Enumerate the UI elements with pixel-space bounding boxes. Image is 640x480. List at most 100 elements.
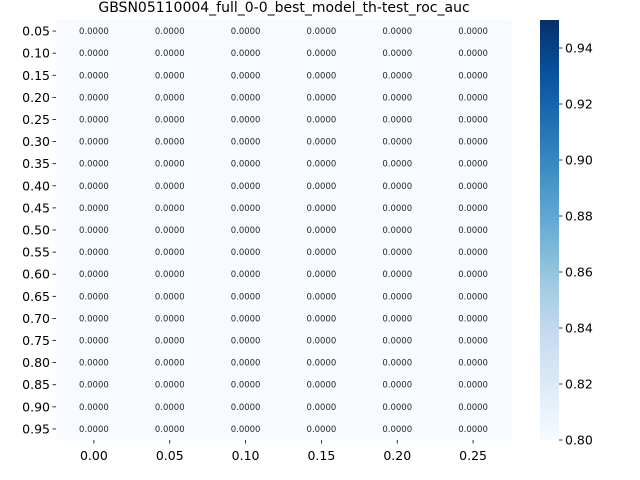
heatmap-cell xyxy=(435,417,512,441)
heatmap-cell xyxy=(131,373,209,397)
heatmap-cell xyxy=(435,20,512,43)
y-tick-label: 0.25 xyxy=(22,112,50,127)
heatmap-cell xyxy=(131,218,209,242)
heatmap-cell xyxy=(207,108,284,132)
cell-value-label: 0.0000 xyxy=(231,359,261,369)
heatmap-cell xyxy=(435,241,512,264)
heatmap-cell xyxy=(56,285,133,308)
cell-value-label: 0.0000 xyxy=(458,337,488,347)
cell-value-label: 0.0000 xyxy=(155,270,185,280)
heatmap-cell xyxy=(131,285,209,308)
cell-value-label: 0.0000 xyxy=(231,425,261,435)
cell-value-label: 0.0000 xyxy=(458,93,488,103)
heatmap-cell xyxy=(435,307,512,330)
heatmap-cell xyxy=(207,86,284,109)
heatmap-cell xyxy=(207,218,284,242)
y-tick-label: 0.80 xyxy=(22,355,50,370)
cell-value-label: 0.0000 xyxy=(458,226,488,236)
heatmap-cell xyxy=(56,196,133,220)
cell-value-label: 0.0000 xyxy=(155,403,185,413)
heatmap-cell xyxy=(359,218,436,242)
cell-value-label: 0.0000 xyxy=(382,49,412,59)
cell-value-label: 0.0000 xyxy=(155,359,185,369)
cell-value-label: 0.0000 xyxy=(79,160,109,170)
cell-value-label: 0.0000 xyxy=(231,314,261,324)
heatmap-cell xyxy=(435,329,512,353)
cell-value-label: 0.0000 xyxy=(155,71,185,81)
cell-value-label: 0.0000 xyxy=(231,71,261,81)
heatmap-cell xyxy=(359,174,436,198)
heatmap-cell xyxy=(283,395,360,419)
y-axis: 0.05 0.10 0.15 0.20 0.25 0.30 0.35 0.40 0.45 0.50… xyxy=(22,24,56,436)
cell-value-label: 0.0000 xyxy=(155,292,185,302)
heatmap-cell xyxy=(435,285,512,308)
heatmap-cell xyxy=(131,108,209,132)
heatmap-cell xyxy=(56,307,133,330)
cell-value-label: 0.0000 xyxy=(382,359,412,369)
heatmap-cell xyxy=(435,373,512,397)
heatmap-cell xyxy=(359,329,436,353)
heatmap-cell xyxy=(283,20,360,43)
cell-value-label: 0.0000 xyxy=(231,270,261,280)
heatmap-cell xyxy=(283,42,360,65)
heatmap-cell xyxy=(56,20,133,43)
heatmap-cell xyxy=(283,307,360,330)
cell-value-label: 0.0000 xyxy=(458,292,488,302)
cell-value-label: 0.0000 xyxy=(307,204,337,214)
cell-value-label: 0.0000 xyxy=(307,71,337,81)
cell-value-label: 0.0000 xyxy=(155,314,185,324)
heatmap-cell xyxy=(283,218,360,242)
x-tick-label: 0.05 xyxy=(156,448,184,463)
cell-value-label: 0.0000 xyxy=(155,27,185,37)
cell-value-label: 0.0000 xyxy=(458,403,488,413)
heatmap-cell xyxy=(131,152,209,176)
heatmap-cell xyxy=(359,285,436,308)
cell-value-label: 0.0000 xyxy=(458,270,488,280)
cell-value-label: 0.0000 xyxy=(307,292,337,302)
x-tick-label: 0.25 xyxy=(459,448,487,463)
heatmap-cell xyxy=(131,20,209,43)
colorbar-tick-label: 0.88 xyxy=(565,209,593,224)
cell-value-label: 0.0000 xyxy=(79,71,109,81)
cell-value-label: 0.0000 xyxy=(307,115,337,125)
heatmap-cell xyxy=(435,64,512,87)
y-tick-label: 0.35 xyxy=(22,156,50,171)
heatmap-cell xyxy=(56,64,133,87)
colorbar-tick-label: 0.92 xyxy=(565,97,593,112)
heatmap-cell xyxy=(283,285,360,308)
heatmap-cell xyxy=(359,130,436,154)
cell-value-label: 0.0000 xyxy=(79,292,109,302)
cell-value-label: 0.0000 xyxy=(307,138,337,148)
heatmap-cell xyxy=(283,241,360,264)
cell-value-label: 0.0000 xyxy=(79,93,109,103)
cell-value-label: 0.0000 xyxy=(307,182,337,192)
heatmap-cell xyxy=(207,329,284,353)
cell-value-label: 0.0000 xyxy=(155,248,185,258)
cell-value-label: 0.0000 xyxy=(307,160,337,170)
heatmap-cell xyxy=(131,174,209,198)
heatmap-cell xyxy=(435,218,512,242)
heatmap-cell xyxy=(435,108,512,132)
cell-value-label: 0.0000 xyxy=(79,182,109,192)
heatmap-cell xyxy=(435,174,512,198)
cell-value-label: 0.0000 xyxy=(458,359,488,369)
heatmap-cell xyxy=(207,373,284,397)
heatmap-cell xyxy=(56,373,133,397)
cell-value-label: 0.0000 xyxy=(231,226,261,236)
heatmap-cell xyxy=(435,42,512,65)
heatmap-cell xyxy=(283,86,360,109)
heatmap-cell xyxy=(56,241,133,264)
heatmap-cell xyxy=(207,174,284,198)
heatmap-cell xyxy=(207,152,284,176)
heatmap-cell xyxy=(56,108,133,132)
cell-value-label: 0.0000 xyxy=(155,226,185,236)
cell-value-label: 0.0000 xyxy=(79,425,109,435)
y-tick-label: 0.75 xyxy=(22,333,50,348)
cell-value-label: 0.0000 xyxy=(79,248,109,258)
heatmap-cell xyxy=(359,108,436,132)
heatmap-cell xyxy=(56,130,133,154)
colorbar-tick-label: 0.90 xyxy=(565,153,593,168)
heatmap-cell xyxy=(359,20,436,43)
cell-value-label: 0.0000 xyxy=(382,182,412,192)
heatmap-cell-labels: 0.0000 0.0000 0.0000 0.0000 0.0000 0.0000 0.00… xyxy=(79,27,488,435)
